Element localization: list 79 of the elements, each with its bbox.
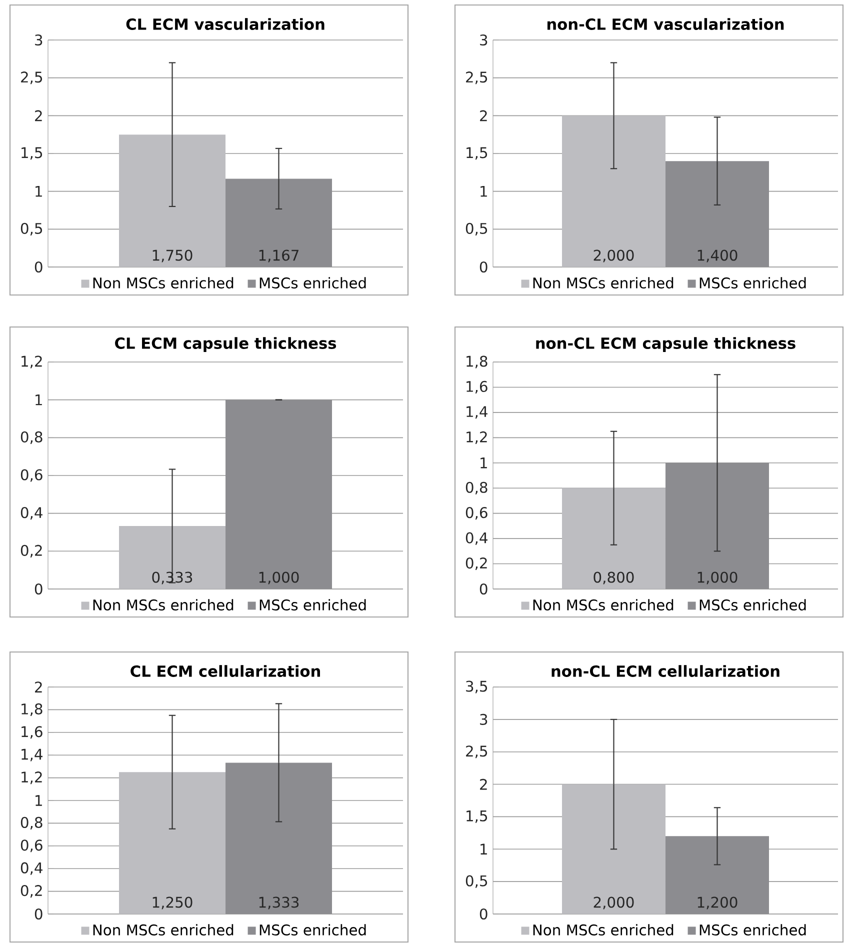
legend-label: MSCs enriched xyxy=(700,924,806,936)
y-tick-label: 0 xyxy=(34,261,42,273)
y-tick-label: 3 xyxy=(480,714,488,725)
data-label: 2,000 xyxy=(594,896,634,910)
data-label: 1,333 xyxy=(259,896,299,910)
data-label: 1,750 xyxy=(152,250,192,262)
data-label: 2,000 xyxy=(594,250,634,262)
y-tick-label: 0,8 xyxy=(20,816,42,830)
y-tick-label: 0 xyxy=(480,583,488,595)
y-tick-label: 0 xyxy=(34,583,42,595)
chart-title: non-CL ECM capsule thickness xyxy=(536,337,796,352)
y-tick-label: 0,8 xyxy=(20,431,42,444)
y-tick-label: 0,6 xyxy=(20,469,42,482)
y-tick-label: 0 xyxy=(480,261,488,273)
y-tick-label: 1 xyxy=(36,186,42,197)
legend-label: MSCs enriched xyxy=(700,277,806,288)
legend-label: MSCs enriched xyxy=(260,277,366,288)
y-tick-label: 1,2 xyxy=(22,356,42,368)
legend-label: MSCs enriched xyxy=(260,924,366,936)
y-tick-label: 1,5 xyxy=(466,810,488,823)
y-tick-label: 3 xyxy=(480,34,488,46)
y-tick-label: 0 xyxy=(480,908,488,920)
y-tick-label: 1,5 xyxy=(466,147,488,160)
y-tick-label: 2,5 xyxy=(21,72,42,84)
y-tick-label: 3 xyxy=(35,34,42,46)
y-tick-label: 1 xyxy=(480,844,487,854)
chart-title: CL ECM vascularization xyxy=(126,18,324,30)
y-tick-label: 1 xyxy=(480,458,487,468)
legend-label: MSCs enriched xyxy=(700,599,806,610)
y-tick-label: 0,4 xyxy=(20,507,42,520)
y-tick-label: 1 xyxy=(36,394,42,406)
y-tick-label: 2 xyxy=(35,682,42,692)
data-label: 1,200 xyxy=(698,896,738,910)
y-tick-label: 0,5 xyxy=(466,222,488,236)
legend-label: Non MSCs enriched xyxy=(93,599,234,610)
y-tick-label: 2,5 xyxy=(466,746,488,758)
data-label: 1,250 xyxy=(152,896,192,910)
y-tick-label: 1,4 xyxy=(22,748,42,762)
y-tick-label: 1,6 xyxy=(22,726,42,739)
y-tick-label: 1,6 xyxy=(466,380,488,394)
y-tick-label: 0,4 xyxy=(466,532,488,545)
legend-label: MSCs enriched xyxy=(260,599,366,610)
y-tick-label: 0,4 xyxy=(20,862,42,875)
legend-label: Non MSCs enriched xyxy=(533,277,674,288)
y-tick-label: 3,5 xyxy=(466,680,488,694)
data-label: 0,800 xyxy=(594,572,634,584)
y-tick-label: 0 xyxy=(34,908,42,920)
legend-label: Non MSCs enriched xyxy=(93,277,234,288)
y-tick-label: 0,2 xyxy=(20,885,42,898)
data-label: 1,167 xyxy=(259,250,298,262)
y-tick-label: 2,5 xyxy=(466,72,488,84)
y-tick-label: 2 xyxy=(480,778,487,790)
y-tick-label: 1,8 xyxy=(466,356,488,368)
y-tick-label: 1 xyxy=(480,186,487,197)
y-tick-label: 1,8 xyxy=(22,703,42,716)
chart-title: CL ECM capsule thickness xyxy=(115,337,336,352)
y-tick-label: 0,2 xyxy=(20,544,42,558)
y-tick-label: 2 xyxy=(480,110,487,122)
chart-title: CL ECM cellularization xyxy=(130,665,320,677)
y-tick-label: 1,2 xyxy=(22,772,42,784)
legend-label: Non MSCs enriched xyxy=(533,924,674,936)
data-label: 1,000 xyxy=(259,572,299,584)
y-tick-label: 0,5 xyxy=(20,222,42,236)
y-tick-label: 2 xyxy=(35,110,42,122)
legend-label: Non MSCs enriched xyxy=(533,599,674,610)
data-label: 1,400 xyxy=(698,250,738,262)
legend-label: Non MSCs enriched xyxy=(93,924,234,936)
y-tick-label: 1,4 xyxy=(466,406,488,419)
data-label: 1,000 xyxy=(698,572,738,584)
y-tick-label: 0,5 xyxy=(466,875,488,888)
y-tick-label: 0,8 xyxy=(466,482,488,494)
y-tick-label: 0,6 xyxy=(20,840,42,852)
y-tick-label: 0,2 xyxy=(466,557,487,570)
y-tick-label: 1,5 xyxy=(22,147,42,160)
chart-title: non-CL ECM vascularization xyxy=(547,18,784,30)
y-tick-label: 1 xyxy=(36,795,42,806)
chart-title: non-CL ECM cellularization xyxy=(552,665,780,677)
y-tick-label: 1,2 xyxy=(466,431,487,444)
y-tick-label: 0,6 xyxy=(466,507,488,520)
